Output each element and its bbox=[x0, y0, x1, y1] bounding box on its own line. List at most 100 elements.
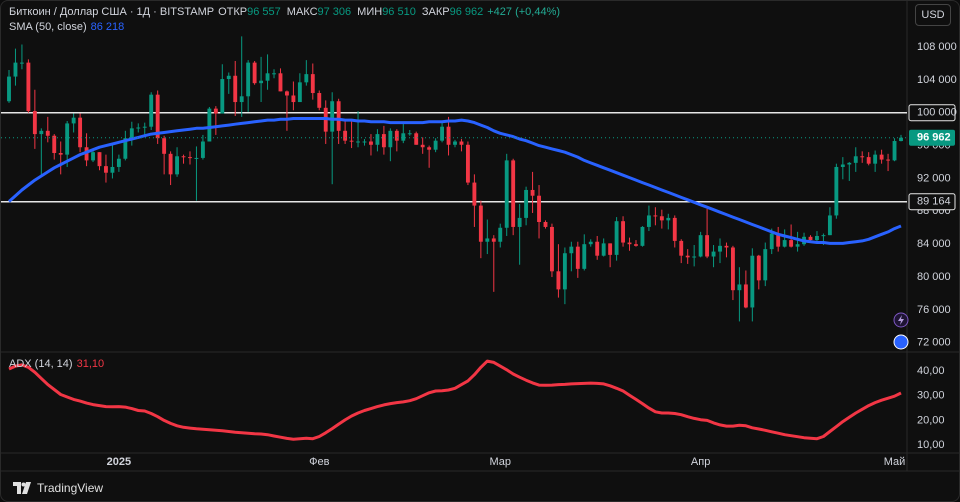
candle-body bbox=[789, 240, 794, 247]
alert-icon-glyph bbox=[898, 315, 904, 325]
x-tick-label: Май bbox=[884, 456, 906, 468]
candle-body bbox=[388, 130, 393, 148]
candle-body bbox=[45, 130, 50, 136]
candle-body bbox=[608, 243, 613, 255]
ohlc-value: 96 510 bbox=[382, 6, 416, 18]
candle-body bbox=[853, 156, 858, 163]
candle-body bbox=[517, 217, 522, 227]
events-icon[interactable] bbox=[893, 334, 909, 350]
candle-body bbox=[285, 91, 289, 96]
ohlc-value: 97 306 bbox=[317, 6, 352, 18]
candle-body bbox=[886, 159, 891, 161]
adx-line bbox=[8, 359, 902, 441]
candle-body bbox=[705, 235, 710, 257]
candle-body bbox=[168, 153, 173, 175]
candle-body bbox=[769, 233, 774, 250]
candle-body bbox=[142, 126, 147, 128]
ohlc-values: ОТКР96 557 МАКС97 306 МИН96 510 ЗАКР96 962 bbox=[218, 6, 483, 18]
candle-body bbox=[866, 157, 871, 164]
candle-body bbox=[78, 117, 83, 148]
y-tick-label: 80 000 bbox=[917, 271, 951, 283]
candle-body bbox=[375, 134, 380, 145]
candle-body bbox=[162, 138, 167, 154]
indicator-name: SMA (50, close) bbox=[9, 21, 87, 33]
candle-body bbox=[666, 217, 671, 221]
candle-body bbox=[149, 94, 154, 127]
y-tick-label: 20,00 bbox=[917, 414, 945, 426]
symbol-title: Биткоин / Доллар США · 1Д · BITSTAMP bbox=[9, 6, 215, 18]
y-tick-label: 10,00 bbox=[917, 439, 945, 451]
candle-body bbox=[356, 141, 360, 143]
candle-body bbox=[317, 93, 322, 108]
candle-body bbox=[84, 147, 89, 161]
candle-body bbox=[265, 73, 270, 81]
candle-body bbox=[297, 82, 302, 103]
candle-body bbox=[498, 227, 503, 242]
candle-body bbox=[420, 144, 425, 148]
candle-body bbox=[200, 141, 205, 158]
candle-body bbox=[440, 126, 445, 141]
candle-body bbox=[782, 240, 787, 247]
currency-button[interactable]: USD bbox=[915, 4, 951, 26]
candle-body bbox=[698, 235, 703, 257]
candle-body bbox=[362, 141, 367, 143]
candle-body bbox=[97, 152, 102, 167]
candle-body bbox=[711, 251, 716, 257]
candle-body bbox=[427, 147, 432, 150]
candle-body bbox=[595, 241, 600, 256]
candle-body bbox=[627, 242, 632, 245]
candle-body bbox=[181, 156, 186, 158]
symbol-legend: Биткоин / Доллар США · 1Д · BITSTAMP ОТК… bbox=[9, 6, 560, 18]
x-tick-label: 2025 bbox=[107, 456, 131, 468]
candle-body bbox=[808, 236, 813, 241]
sma-line bbox=[8, 117, 902, 245]
candle-body bbox=[310, 74, 315, 94]
candle-body bbox=[899, 137, 903, 142]
candle-body bbox=[226, 75, 231, 80]
x-tick-label: Апр bbox=[691, 456, 710, 468]
candle-body bbox=[679, 240, 684, 256]
candle-body bbox=[685, 255, 690, 258]
candle-body bbox=[827, 215, 832, 236]
candle-body bbox=[614, 221, 619, 255]
candle-body bbox=[188, 157, 192, 159]
candle-body bbox=[91, 152, 95, 161]
ohlc-label: ОТКР bbox=[218, 6, 248, 18]
candle-body bbox=[407, 133, 412, 135]
candle-body bbox=[582, 244, 587, 269]
candle-body bbox=[233, 75, 238, 103]
candle-body bbox=[873, 154, 878, 164]
candle-body bbox=[194, 157, 199, 159]
candle-body bbox=[13, 62, 18, 77]
candle-body bbox=[343, 130, 348, 141]
candle-body bbox=[795, 244, 800, 247]
candle-body bbox=[537, 195, 541, 223]
candle-body bbox=[65, 123, 70, 155]
candle-body bbox=[646, 215, 651, 227]
candle-body bbox=[575, 246, 580, 269]
candle-body bbox=[550, 226, 554, 272]
adx-legend: ADX (14, 14) 31,10 bbox=[9, 358, 104, 370]
y-tick-label: 30,00 bbox=[917, 390, 945, 402]
ohlc-item: ЗАКР96 962 bbox=[422, 6, 483, 18]
candle-body bbox=[381, 134, 386, 148]
candle-body bbox=[653, 215, 658, 217]
candle-body bbox=[763, 249, 768, 281]
ohlc-label: ЗАКР bbox=[421, 6, 450, 18]
candle-body bbox=[588, 241, 593, 245]
indicator-value: 86 218 bbox=[90, 21, 125, 33]
candle-body bbox=[491, 238, 496, 242]
candle-body bbox=[19, 62, 24, 64]
candle-body bbox=[330, 101, 335, 132]
candle-body bbox=[336, 101, 341, 131]
candle-body bbox=[175, 156, 179, 175]
candle-body bbox=[394, 130, 399, 141]
candle-body bbox=[569, 246, 574, 254]
candle-body bbox=[116, 158, 121, 167]
candle-body bbox=[776, 233, 781, 247]
candle-body bbox=[446, 126, 451, 145]
indicator-name: ADX (14, 14) bbox=[9, 358, 73, 370]
candle-body bbox=[692, 256, 697, 258]
candle-body bbox=[478, 205, 483, 242]
